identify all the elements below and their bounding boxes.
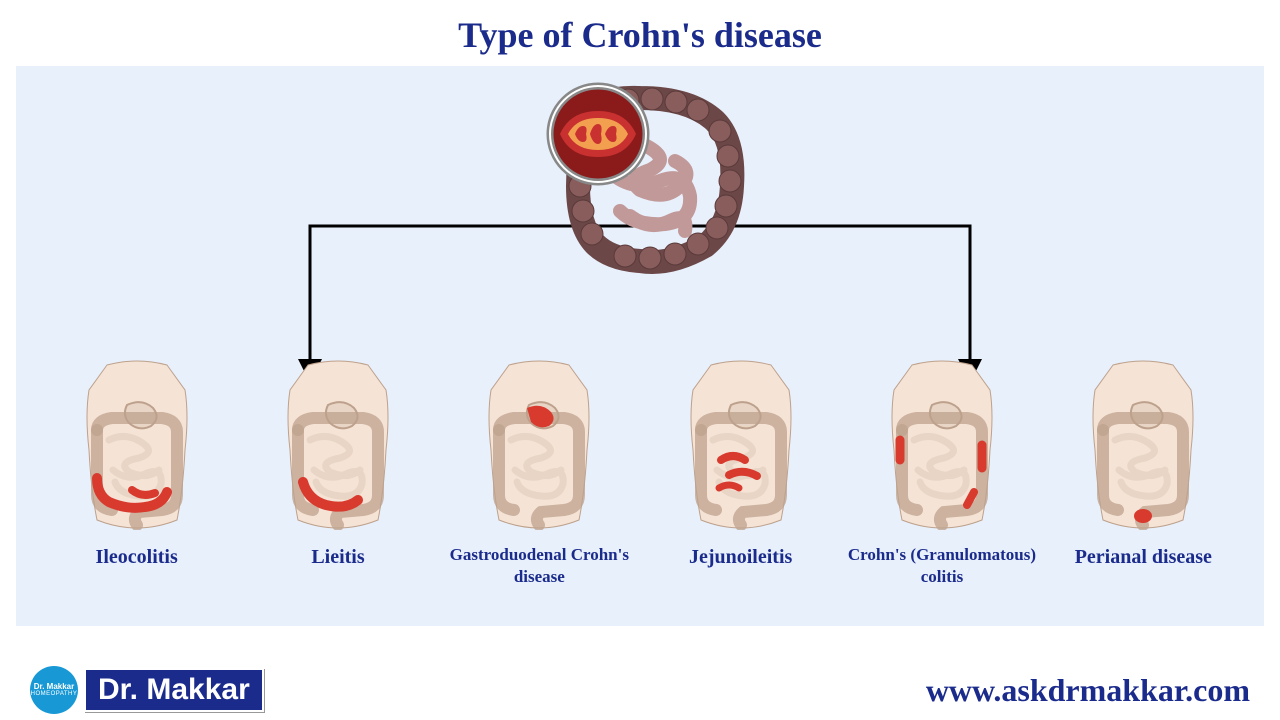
type-label: Perianal disease: [1075, 544, 1212, 614]
logo-circle-icon: Dr. Makkar HOMEOPATHY: [30, 666, 78, 714]
page-title: Type of Crohn's disease: [0, 0, 1280, 66]
footer: Dr. Makkar HOMEOPATHY Dr. Makkar www.ask…: [0, 660, 1280, 720]
types-row: Ileocolitis Lieitis Gastroduodenal Crohn…: [16, 360, 1264, 614]
type-item: Gastroduodenal Crohn's disease: [444, 360, 634, 614]
type-item: Crohn's (Granulomatous) colitis: [847, 360, 1037, 614]
type-item: Ileocolitis: [42, 360, 232, 614]
logo-box: Dr. Makkar: [84, 668, 264, 712]
website-url: www.askdrmakkar.com: [926, 672, 1250, 709]
type-label: Gastroduodenal Crohn's disease: [444, 544, 634, 614]
type-label: Crohn's (Granulomatous) colitis: [847, 544, 1037, 614]
diagram-panel: Ileocolitis Lieitis Gastroduodenal Crohn…: [16, 66, 1264, 626]
type-item: Perianal disease: [1048, 360, 1238, 614]
logo-group: Dr. Makkar HOMEOPATHY Dr. Makkar: [30, 666, 264, 714]
type-label: Lieitis: [311, 544, 364, 614]
type-item: Lieitis: [243, 360, 433, 614]
type-label: Jejunoileitis: [689, 544, 792, 614]
type-label: Ileocolitis: [96, 544, 178, 614]
type-item: Jejunoileitis: [646, 360, 836, 614]
central-intestine-illustration: [520, 76, 760, 276]
